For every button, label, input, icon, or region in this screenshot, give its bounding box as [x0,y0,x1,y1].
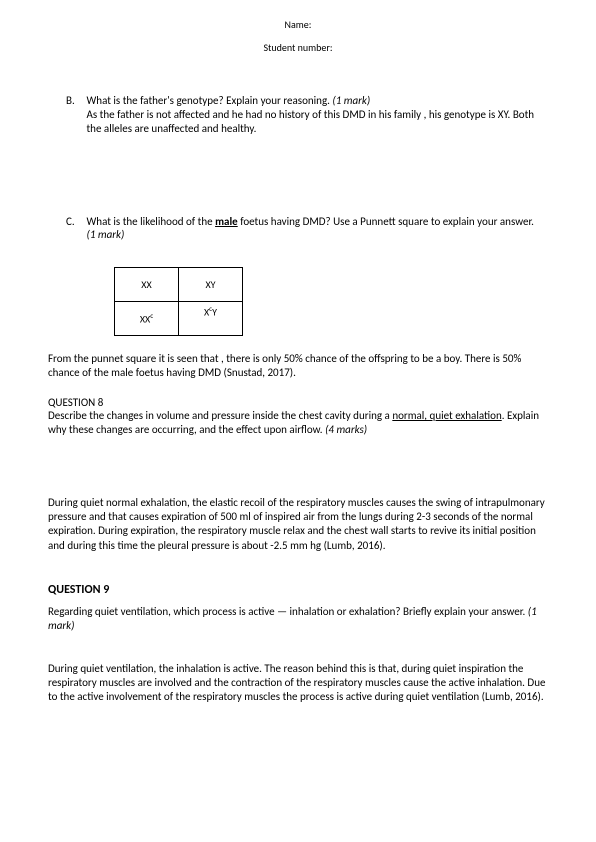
question-8-answer: During quiet normal exhalation, the elas… [48,496,548,553]
page-header: Name: Student number: [0,0,596,54]
question-b-prompt: What is the father's genotype? Explain y… [87,94,330,107]
question-b: B. What is the father's genotype? Explai… [48,94,548,137]
question-8-prompt: Describe the changes in volume and press… [48,409,548,438]
question-c: C. What is the likelihood of the male fo… [48,215,548,381]
question-c-marker: C. [66,215,84,228]
question-9-heading: QUESTION 9 [48,583,548,597]
punnett-r2c1: XXc [115,301,179,335]
question-c-prompt-post: foetus having DMD? Use a Punnett square … [238,215,534,228]
question-c-body: What is the likelihood of the male foetu… [87,215,547,241]
question-b-marker: B. [66,94,84,107]
question-9-prompt: Regarding quiet ventilation, which proce… [48,605,548,634]
question-b-answer: As the father is not affected and he had… [87,108,547,137]
student-number-label: Student number: [0,41,596,54]
question-c-answer: From the punnet square it is seen that ,… [48,352,548,381]
punnett-r1c2: XY [179,267,243,301]
question-8-heading: QUESTION 8 [48,396,548,409]
name-label: Name: [0,18,596,31]
question-c-marks: (1 mark) [87,228,547,241]
question-b-marks: (1 mark) [332,94,370,107]
question-c-prompt-bold: male [215,215,238,228]
question-c-prompt-pre: What is the likelihood of the [87,215,216,228]
page-content: B. What is the father's genotype? Explai… [0,94,596,704]
punnett-square: XX XY XXc XcY [114,267,243,336]
question-b-body: What is the father's genotype? Explain y… [87,94,547,137]
punnett-r2c2: XcY [179,301,243,335]
punnett-r1c1: XX [115,267,179,301]
question-9-answer: During quiet ventilation, the inhalation… [48,662,548,705]
